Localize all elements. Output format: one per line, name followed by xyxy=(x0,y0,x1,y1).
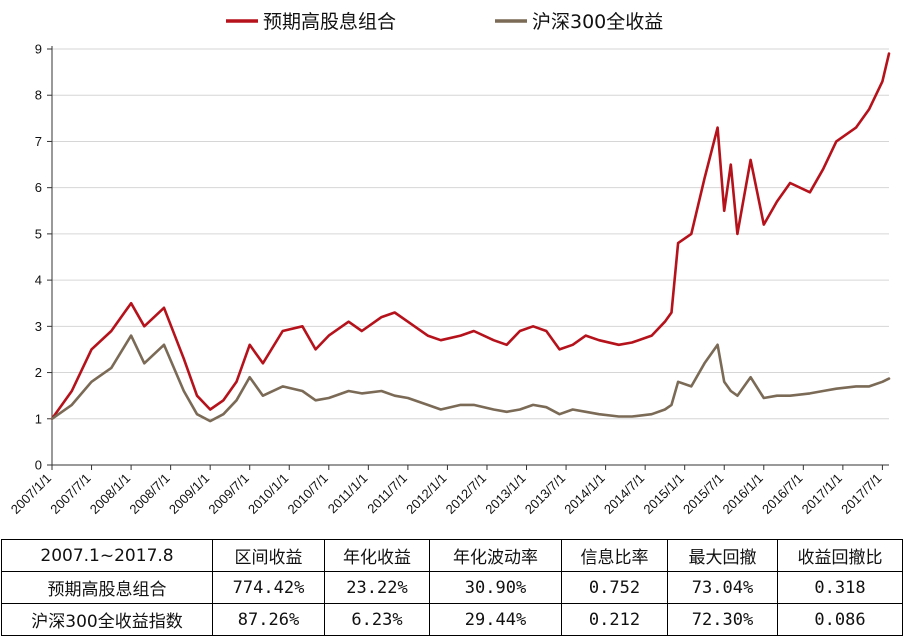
x-tick-label: 2007/7/1 xyxy=(47,471,93,517)
legend-label-series-2: 沪深300全收益 xyxy=(532,11,663,33)
table-header-cell: 最大回撤 xyxy=(667,539,778,572)
x-tick-label: 2017/1/1 xyxy=(799,471,845,517)
series-lines xyxy=(50,52,891,423)
table-cell: 73.04% xyxy=(667,571,778,604)
table-cell: 72.30% xyxy=(667,603,778,636)
y-tick-label: 9 xyxy=(35,42,42,57)
x-tick-label: 2010/1/1 xyxy=(245,471,291,517)
x-tick-label: 2013/7/1 xyxy=(522,471,568,517)
x-tick-label: 2015/1/1 xyxy=(640,471,686,517)
x-tick-label: 2017/7/1 xyxy=(838,471,884,517)
table-cell: 6.23% xyxy=(324,603,430,636)
x-tick-label: 2014/1/1 xyxy=(561,471,607,517)
table-cell: 87.26% xyxy=(212,603,325,636)
y-tick-label: 3 xyxy=(35,319,42,334)
series-line-2 xyxy=(50,334,891,423)
table-header-cell: 年化收益 xyxy=(324,539,430,572)
table-cell: 0.318 xyxy=(777,571,903,604)
legend-label-series-1: 预期高股息组合 xyxy=(263,11,396,33)
x-tick-label: 2007/1/1 xyxy=(8,471,54,517)
line-chart: 0 1 2 3 4 5 6 7 8 9 2007/1/12007/7/12008/1/12008/7… xyxy=(8,11,891,517)
x-tick-label: 2016/7/1 xyxy=(759,471,805,517)
axes: 0 1 2 3 4 5 6 7 8 9 2007/1/12007/7/12008/1/12008/7… xyxy=(8,42,889,517)
x-tick-label: 2011/1/1 xyxy=(325,471,371,517)
x-tick-label: 2009/7/1 xyxy=(205,471,251,517)
y-tick-label: 0 xyxy=(35,458,42,473)
table-cell: 0.212 xyxy=(561,603,668,636)
x-tick-label: 2015/7/1 xyxy=(680,471,726,517)
x-tick-label: 2014/7/1 xyxy=(601,471,647,517)
x-tick-label: 2008/1/1 xyxy=(87,471,133,517)
x-tick-label: 2008/7/1 xyxy=(126,471,172,517)
x-tick-label: 2012/7/1 xyxy=(443,471,489,517)
table-cell: 预期高股息组合 xyxy=(1,571,213,604)
table-header-cell: 区间收益 xyxy=(212,539,325,572)
table-header-cell: 信息比率 xyxy=(561,539,668,572)
table-cell: 沪深300全收益指数 xyxy=(1,603,213,636)
table-row: 预期高股息组合 774.42% 23.22% 30.90% 0.752 73.0… xyxy=(1,571,903,604)
x-tick-label: 2011/7/1 xyxy=(364,471,410,517)
table-cell: 0.086 xyxy=(777,603,903,636)
y-tick-label: 1 xyxy=(35,411,42,426)
table-header-row: 2007.1~2017.8 区间收益 年化收益 年化波动率 信息比率 最大回撤 … xyxy=(1,539,903,572)
table-cell: 30.90% xyxy=(429,571,562,604)
stats-table: 2007.1~2017.8 区间收益 年化收益 年化波动率 信息比率 最大回撤 … xyxy=(1,539,903,636)
table-header-cell: 年化波动率 xyxy=(429,539,562,572)
table-row: 沪深300全收益指数 87.26% 6.23% 29.44% 0.212 72.… xyxy=(1,603,903,636)
table-cell: 29.44% xyxy=(429,603,562,636)
table-header-cell: 2007.1~2017.8 xyxy=(1,539,213,572)
series-line-1 xyxy=(50,52,891,421)
gridlines xyxy=(52,48,889,420)
x-tick-label: 2010/7/1 xyxy=(285,471,331,517)
table-header-cell: 收益回撤比 xyxy=(777,539,903,572)
y-tick-label: 2 xyxy=(35,365,42,380)
y-tick-label: 8 xyxy=(35,88,42,103)
x-tick-label: 2012/1/1 xyxy=(403,471,449,517)
y-tick-label: 4 xyxy=(35,273,42,288)
table-cell: 23.22% xyxy=(324,571,430,604)
x-tick-label: 2016/1/1 xyxy=(720,471,766,517)
y-tick-label: 7 xyxy=(35,134,42,149)
legend: 预期高股息组合 沪深300全收益 xyxy=(226,11,663,33)
table-cell: 774.42% xyxy=(212,571,325,604)
y-tick-label: 5 xyxy=(35,226,42,241)
y-tick-label: 6 xyxy=(35,180,42,195)
table-cell: 0.752 xyxy=(561,571,668,604)
x-tick-label: 2009/1/1 xyxy=(166,471,212,517)
x-tick-label: 2013/1/1 xyxy=(482,471,528,517)
